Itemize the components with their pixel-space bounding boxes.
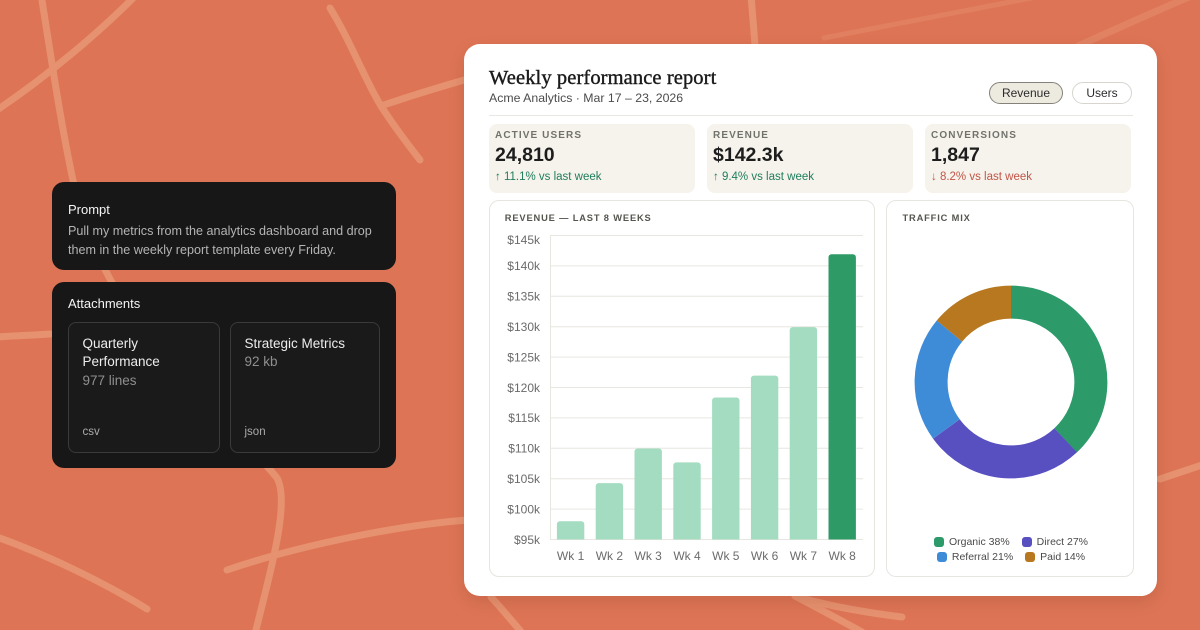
svg-text:Wk 5: Wk 5 bbox=[712, 549, 740, 563]
svg-text:Wk 7: Wk 7 bbox=[790, 549, 818, 563]
svg-text:$120k: $120k bbox=[507, 381, 541, 395]
svg-text:$100k: $100k bbox=[507, 502, 541, 516]
svg-text:Wk 8: Wk 8 bbox=[829, 549, 857, 563]
svg-text:$135k: $135k bbox=[507, 290, 541, 304]
svg-text:$140k: $140k bbox=[507, 259, 541, 273]
svg-text:$130k: $130k bbox=[507, 320, 541, 334]
svg-text:Wk 4: Wk 4 bbox=[673, 549, 701, 563]
svg-text:$110k: $110k bbox=[508, 442, 541, 456]
svg-text:$95k: $95k bbox=[514, 533, 541, 547]
svg-text:$115k: $115k bbox=[508, 411, 541, 425]
svg-text:$145k: $145k bbox=[507, 233, 541, 247]
svg-text:$125k: $125k bbox=[507, 350, 541, 364]
svg-text:Wk 6: Wk 6 bbox=[751, 549, 779, 563]
svg-text:Wk 2: Wk 2 bbox=[596, 549, 624, 563]
svg-text:Wk 1: Wk 1 bbox=[557, 549, 585, 563]
svg-text:$105k: $105k bbox=[507, 472, 541, 486]
svg-text:Wk 3: Wk 3 bbox=[635, 549, 663, 563]
